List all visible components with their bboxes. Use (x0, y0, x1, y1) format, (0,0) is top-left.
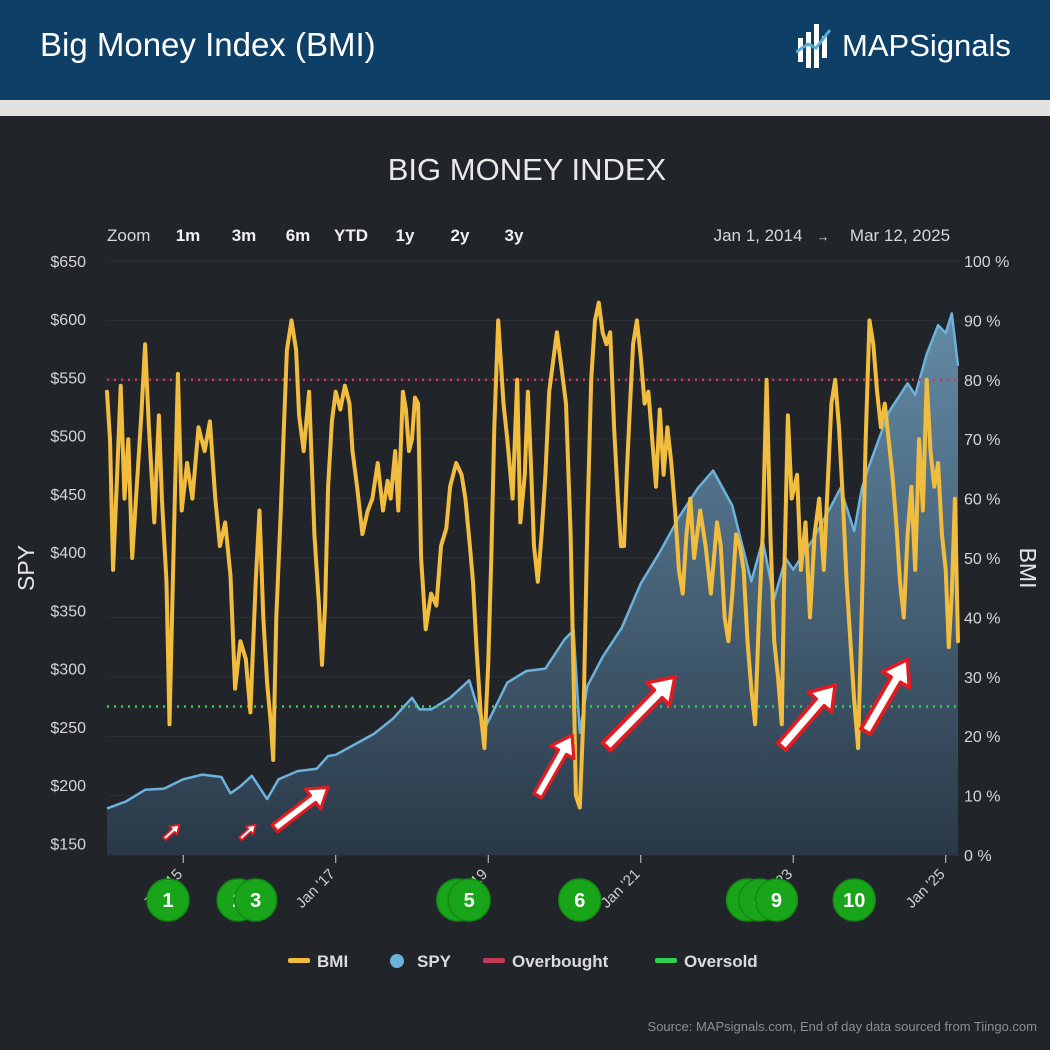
x-tick-label: Jan '25 (903, 866, 949, 912)
x-tick-label: Jan '17 (293, 866, 339, 912)
zoom-option-2y[interactable]: 2y (451, 226, 470, 245)
y-left-tick-label: $150 (50, 836, 86, 853)
legend-label: SPY (417, 952, 452, 971)
marker-9: 9 (754, 878, 799, 922)
marker-label: 5 (464, 890, 475, 912)
chart-title: BIG MONEY INDEX (388, 152, 667, 187)
y-axis-left-ticks: $150 $200 $250 $300 $350 $400 $450 $500 $550 $600… (50, 254, 86, 853)
y-axis-right-ticks: 0 % 10 % 20 % 30 % 40 % 50 % 60 % 70 % 80 % 90 % 1… (964, 254, 1009, 865)
y-right-tick-label: 40 % (964, 610, 1000, 627)
range-end: Mar 12, 2025 (850, 226, 950, 245)
marker-circle (146, 878, 190, 922)
legend-swatch (390, 954, 404, 968)
y-left-tick-label: $400 (50, 545, 86, 562)
legend-label: Oversold (684, 952, 758, 971)
arrow-icon-5 (600, 674, 677, 753)
zoom-option-3y[interactable]: 3y (505, 226, 524, 245)
zoom-option-1m[interactable]: 1m (176, 226, 201, 245)
y-axis-right-label: BMI (1015, 548, 1041, 589)
marker-label: 10 (843, 890, 865, 912)
y-left-tick-label: $250 (50, 720, 86, 737)
numbered-markers: 12345678910 (146, 878, 876, 922)
page-title: Big Money Index (BMI) (40, 26, 376, 63)
source-note: Source: MAPsignals.com, End of day data … (648, 1019, 1037, 1034)
arrow-icon-4 (532, 733, 576, 800)
range-arrow-icon: → (817, 229, 830, 244)
marker-circle (832, 878, 876, 922)
y-right-tick-label: 50 % (964, 551, 1000, 568)
marker-1: 1 (146, 878, 190, 922)
y-right-tick-label: 70 % (964, 432, 1000, 449)
logo-text-signals: Signals (909, 28, 1011, 63)
arrow-icon-2 (238, 823, 257, 842)
marker-circle (558, 878, 602, 922)
zoom-options: 1m 3m 6m YTD 1y 2y 3y (176, 226, 524, 245)
y-left-tick-label: $600 (50, 312, 86, 329)
legend-item-overbought: Overbought (483, 952, 609, 971)
marker-circle (447, 878, 491, 922)
y-left-tick-label: $500 (50, 429, 86, 446)
marker-5: 5 (447, 878, 491, 922)
y-right-tick-label: 0 % (964, 848, 992, 865)
arrow-icon-1 (161, 823, 181, 842)
chart-legend: BMI SPY Overbought Oversold (288, 952, 758, 971)
arrow-icon-7 (859, 657, 912, 737)
y-left-tick-label: $450 (50, 487, 86, 504)
legend-label: Overbought (512, 952, 609, 971)
legend-item-bmi: BMI (288, 952, 348, 971)
spy-series (106, 312, 960, 855)
marker-10: 10 (832, 878, 876, 922)
range-start: Jan 1, 2014 (714, 226, 803, 245)
y-left-tick-label: $350 (50, 603, 86, 620)
marker-label: 3 (250, 890, 261, 912)
y-left-tick-label: $300 (50, 662, 86, 679)
y-left-tick-label: $200 (50, 778, 86, 795)
y-right-tick-label: 20 % (964, 729, 1000, 746)
arrow-icon-6 (775, 683, 838, 752)
reference-lines (107, 378, 961, 708)
brand-logo: MAPSignals (796, 22, 1011, 70)
zoom-option-3m[interactable]: 3m (232, 226, 257, 245)
y-left-tick-label: $650 (50, 254, 86, 271)
marker-circle (233, 878, 278, 922)
spy-line (106, 312, 960, 810)
y-right-tick-label: 100 % (964, 254, 1009, 271)
marker-label: 9 (771, 890, 782, 912)
legend-swatch (483, 958, 505, 963)
logo-wordmark: MAPSignals (842, 28, 1011, 64)
mapsignals-logo-icon (796, 24, 832, 68)
y-left-tick-label: $550 (50, 370, 86, 387)
y-right-tick-label: 80 % (964, 373, 1000, 390)
x-tick-label: Jan '21 (598, 866, 644, 912)
bmi-series (105, 300, 960, 810)
legend-swatch (655, 958, 677, 963)
divider-stripe (0, 100, 1050, 116)
zoom-option-1y[interactable]: 1y (396, 226, 415, 245)
legend-label: BMI (317, 952, 348, 971)
y-right-tick-label: 10 % (964, 789, 1000, 806)
marker-3: 3 (233, 878, 278, 922)
y-right-tick-label: 60 % (964, 492, 1000, 509)
marker-circle (754, 878, 799, 922)
annotation-arrows (161, 657, 912, 842)
spy-area (107, 313, 958, 855)
zoom-option-ytd[interactable]: YTD (334, 226, 368, 245)
zoom-option-6m[interactable]: 6m (286, 226, 311, 245)
header-bar: Big Money Index (BMI) MAPSignals (0, 0, 1050, 100)
logo-text-map: MAP (842, 28, 910, 63)
zoom-label: Zoom (107, 226, 150, 245)
bmi-line (105, 300, 960, 810)
marker-6: 6 (558, 878, 602, 922)
arrow-icon-3 (270, 785, 330, 834)
legend-item-oversold: Oversold (655, 952, 758, 971)
legend-swatch (288, 958, 310, 963)
y-axis-left-label: SPY (13, 545, 39, 591)
y-right-tick-label: 30 % (964, 670, 1000, 687)
legend-item-spy: SPY (390, 952, 452, 971)
y-right-tick-label: 90 % (964, 313, 1000, 330)
marker-label: 1 (162, 890, 173, 912)
marker-label: 6 (574, 890, 585, 912)
